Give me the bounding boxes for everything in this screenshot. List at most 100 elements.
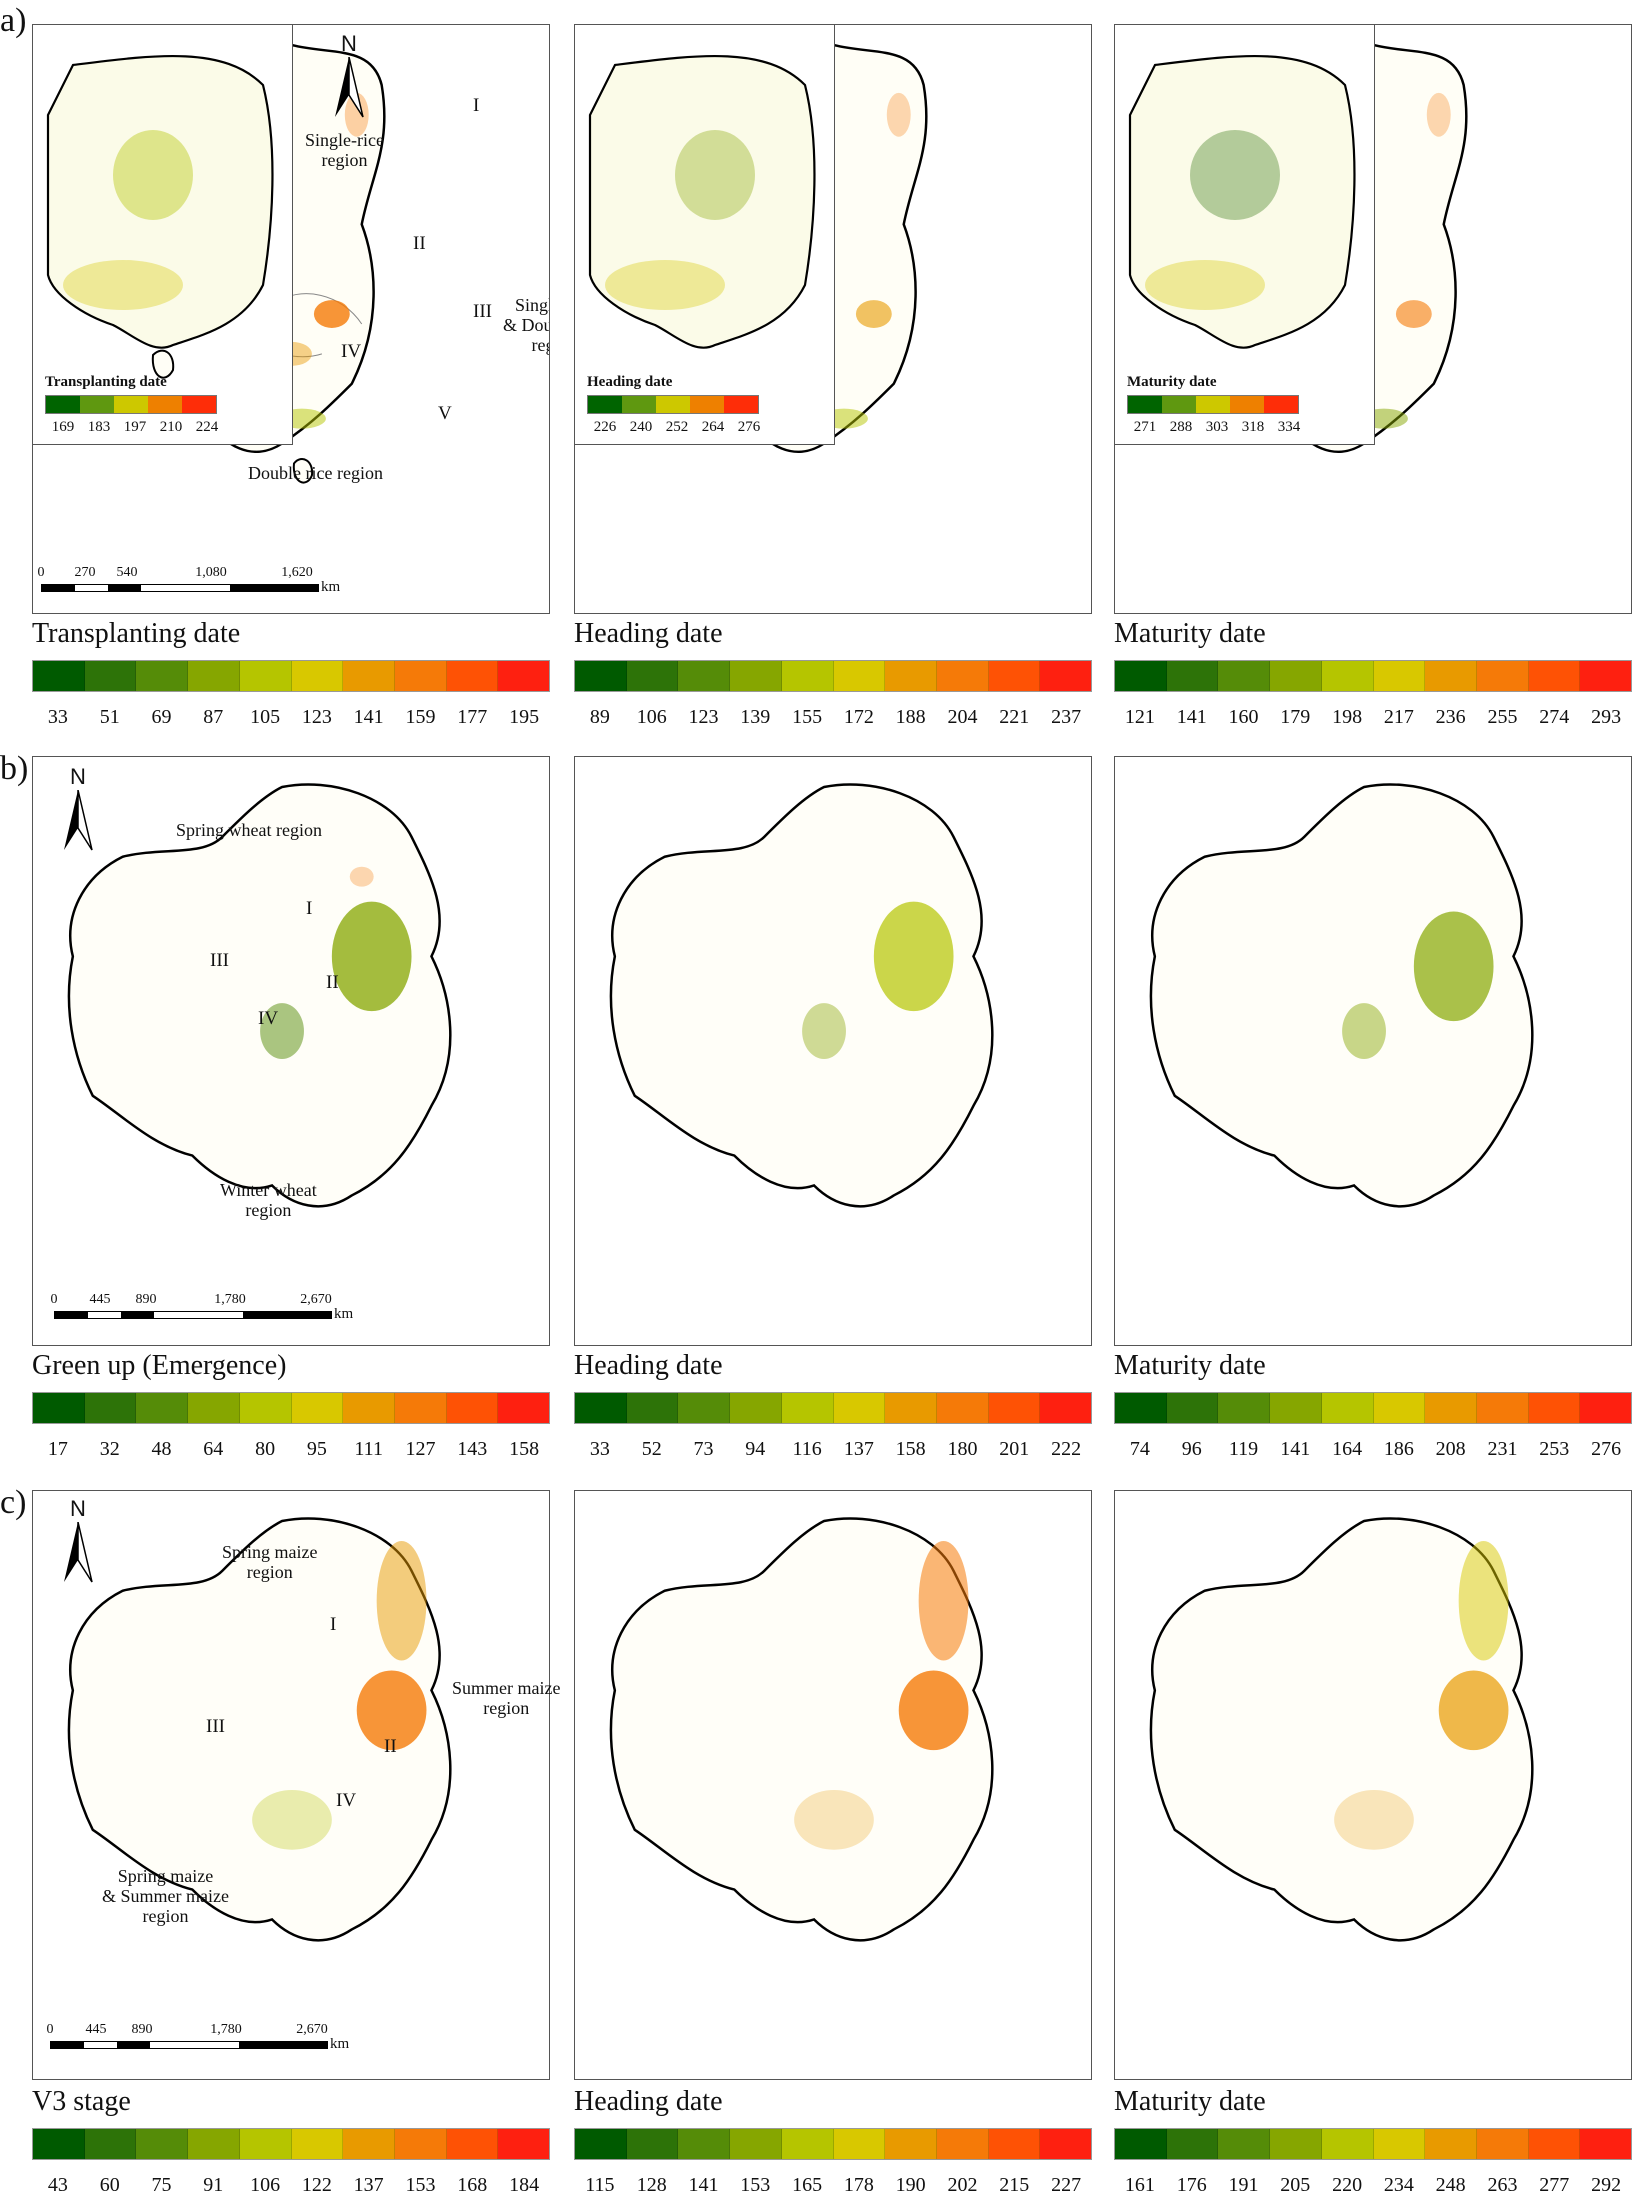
colorbar-tick-label: 139 [740,706,771,728]
inset-map-south-china: Heading date 226 240 252 264 276 [575,25,835,445]
colorbar-tick-label: 204 [947,706,978,728]
region-label-II: II [326,972,339,993]
colorbar-swatch [781,1393,834,1423]
colorbar-swatch [626,2129,679,2159]
annotation-spring-maize: Spring maize region [222,1542,318,1582]
colorbar [32,2128,550,2160]
colorbar-tick-label: 178 [843,2174,874,2196]
map-cluster [802,1003,846,1059]
china-map [1149,783,1534,1208]
legend-title: Heading date [574,2086,723,2117]
colorbar-tick-label: 205 [1280,2174,1311,2196]
colorbar-tick-label: 255 [1487,706,1518,728]
map-cluster [1342,1003,1386,1059]
colorbar-ticks: 89 106 123 139 155 172 188 204 221 237 [574,706,1092,729]
colorbar-swatch [498,661,550,691]
row-label-b: b) [0,750,29,787]
colorbar-swatch [188,2129,240,2159]
colorbar-swatch [188,1393,240,1423]
colorbar-swatch [936,2129,989,2159]
colorbar-tick-label: 119 [1228,1438,1259,1460]
colorbar-tick-label: 137 [353,2174,384,2196]
colorbar-swatch [781,2129,834,2159]
colorbar-swatch [885,2129,937,2159]
colorbar-swatch [678,2129,731,2159]
map-cluster [918,1540,969,1661]
colorbar-swatch [394,1393,447,1423]
colorbar-tick-label: 143 [457,1438,488,1460]
colorbar-ticks: 74 96 119 141 164 186 208 231 253 276 [1114,1438,1632,1461]
colorbar-swatch [1476,2129,1529,2159]
colorbar-tick-label: 106 [636,706,667,728]
colorbar-swatch [291,661,344,691]
colorbar-ticks: 43 60 75 91 106 122 137 153 168 184 [32,2174,550,2197]
map-cluster [794,1789,874,1850]
colorbar-swatch [84,1393,137,1423]
colorbar-swatch [885,661,937,691]
inset-colorbar-swatch [80,396,114,413]
colorbar-tick-label: 158 [895,1438,926,1460]
inset-legend-title: Maturity date [1127,374,1217,390]
colorbar-swatch [1528,2129,1581,2159]
colorbar-swatch [136,2129,189,2159]
colorbar-tick-label: 75 [151,2174,172,2196]
colorbar-swatch [988,1393,1041,1423]
row-label-c: c) [0,1484,27,1521]
legend-title: Maturity date [1114,2086,1266,2117]
legend-rice-maturity: Maturity date 121 141 160 179 198 217 236 255 27… [1114,618,1632,729]
colorbar-swatch [575,2129,627,2159]
inset-tick: 252 [665,419,689,435]
colorbar-swatch [239,2129,292,2159]
inset-map-south-china: Maturity date 271 288 303 318 334 [1115,25,1375,445]
inset-tick: 224 [195,419,219,435]
colorbar-tick-label: 137 [843,1438,874,1460]
colorbar-tick-label: 43 [47,2174,68,2196]
colorbar-swatch [1040,1393,1092,1423]
map-cluster [349,866,374,887]
colorbar-tick-label: 141 [1280,1438,1311,1460]
legend-rice-heading: Heading date 89 106 123 139 155 172 188 204 221 2… [574,618,1092,729]
colorbar-tick-label: 195 [509,706,540,728]
inset-colorbar-swatch [1230,396,1264,413]
colorbar-tick-label: 94 [745,1438,766,1460]
region-label-IV: IV [341,341,362,362]
map-cluster [252,1789,332,1850]
colorbar-tick-label: 51 [99,706,120,728]
region-label-V: V [438,403,452,424]
colorbar-tick-label: 153 [405,2174,436,2196]
colorbar-tick-label: 89 [589,706,610,728]
china-map [1149,1517,1534,1942]
inset-tick: 197 [123,419,147,435]
map-cluster [356,1670,427,1751]
inset-tick: 240 [629,419,653,435]
colorbar-tick-label: 141 [1176,706,1207,728]
colorbar-swatch [1373,661,1426,691]
legend-maize-maturity: Maturity date 161 176 191 205 220 234 248 263 27… [1114,2086,1632,2197]
china-map [609,783,994,1208]
colorbar [1114,1392,1632,1424]
colorbar-tick-label: 292 [1591,2174,1622,2196]
colorbar-swatch [33,2129,85,2159]
colorbar [574,2128,1092,2160]
legend-wheat-heading: Heading date 33 52 73 94 116 137 158 180 201 222 [574,1350,1092,1461]
colorbar-tick-label: 191 [1228,2174,1259,2196]
colorbar-swatch [498,1393,550,1423]
colorbar-tick-label: 95 [306,1438,327,1460]
colorbar-swatch [936,1393,989,1423]
colorbar-tick-label: 87 [203,706,224,728]
inset-tick: 264 [701,419,725,435]
map-panel-rice-heading: Heading date 226 240 252 264 276 [574,24,1092,614]
inset-colorbar-swatch [588,396,622,413]
annotation-summer-maize: Summer maize region [452,1678,561,1718]
map-cluster [873,901,954,1012]
colorbar-tick-label: 128 [636,2174,667,2196]
colorbar-swatch [343,1393,395,1423]
inset-colorbar-swatch [1196,396,1230,413]
colorbar-swatch [239,1393,292,1423]
colorbar-tick-label: 180 [947,1438,978,1460]
colorbar-swatch [833,661,886,691]
colorbar-swatch [343,2129,395,2159]
colorbar-tick-label: 158 [509,1438,540,1460]
colorbar-tick-label: 33 [589,1438,610,1460]
inset-legend: Transplanting date 169 183 197 210 224 [45,373,225,436]
